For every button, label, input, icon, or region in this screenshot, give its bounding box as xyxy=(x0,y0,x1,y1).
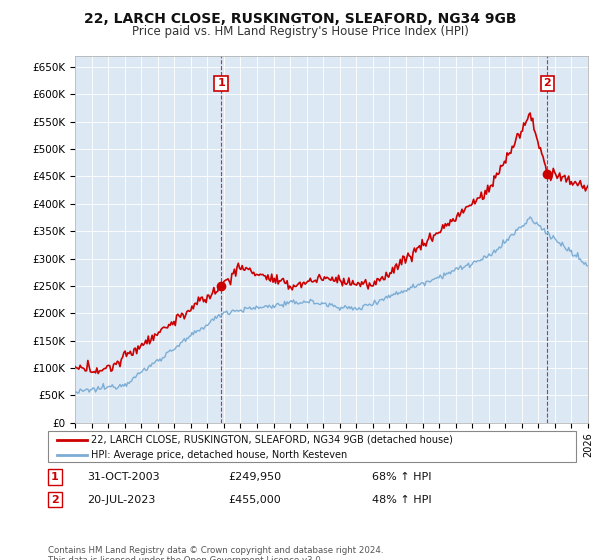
Text: £455,000: £455,000 xyxy=(228,494,281,505)
Text: 68% ↑ HPI: 68% ↑ HPI xyxy=(372,472,431,482)
Text: 22, LARCH CLOSE, RUSKINGTON, SLEAFORD, NG34 9GB: 22, LARCH CLOSE, RUSKINGTON, SLEAFORD, N… xyxy=(84,12,516,26)
Text: Contains HM Land Registry data © Crown copyright and database right 2024.
This d: Contains HM Land Registry data © Crown c… xyxy=(48,546,383,560)
Text: 1: 1 xyxy=(51,472,59,482)
Text: 20-JUL-2023: 20-JUL-2023 xyxy=(87,494,155,505)
Text: £249,950: £249,950 xyxy=(228,472,281,482)
Text: HPI: Average price, detached house, North Kesteven: HPI: Average price, detached house, Nort… xyxy=(91,450,347,460)
Text: 48% ↑ HPI: 48% ↑ HPI xyxy=(372,494,431,505)
Text: 1: 1 xyxy=(217,78,225,88)
Text: Price paid vs. HM Land Registry's House Price Index (HPI): Price paid vs. HM Land Registry's House … xyxy=(131,25,469,38)
Text: 22, LARCH CLOSE, RUSKINGTON, SLEAFORD, NG34 9GB (detached house): 22, LARCH CLOSE, RUSKINGTON, SLEAFORD, N… xyxy=(91,435,453,445)
Text: 31-OCT-2003: 31-OCT-2003 xyxy=(87,472,160,482)
Text: 2: 2 xyxy=(51,494,59,505)
Text: 2: 2 xyxy=(544,78,551,88)
